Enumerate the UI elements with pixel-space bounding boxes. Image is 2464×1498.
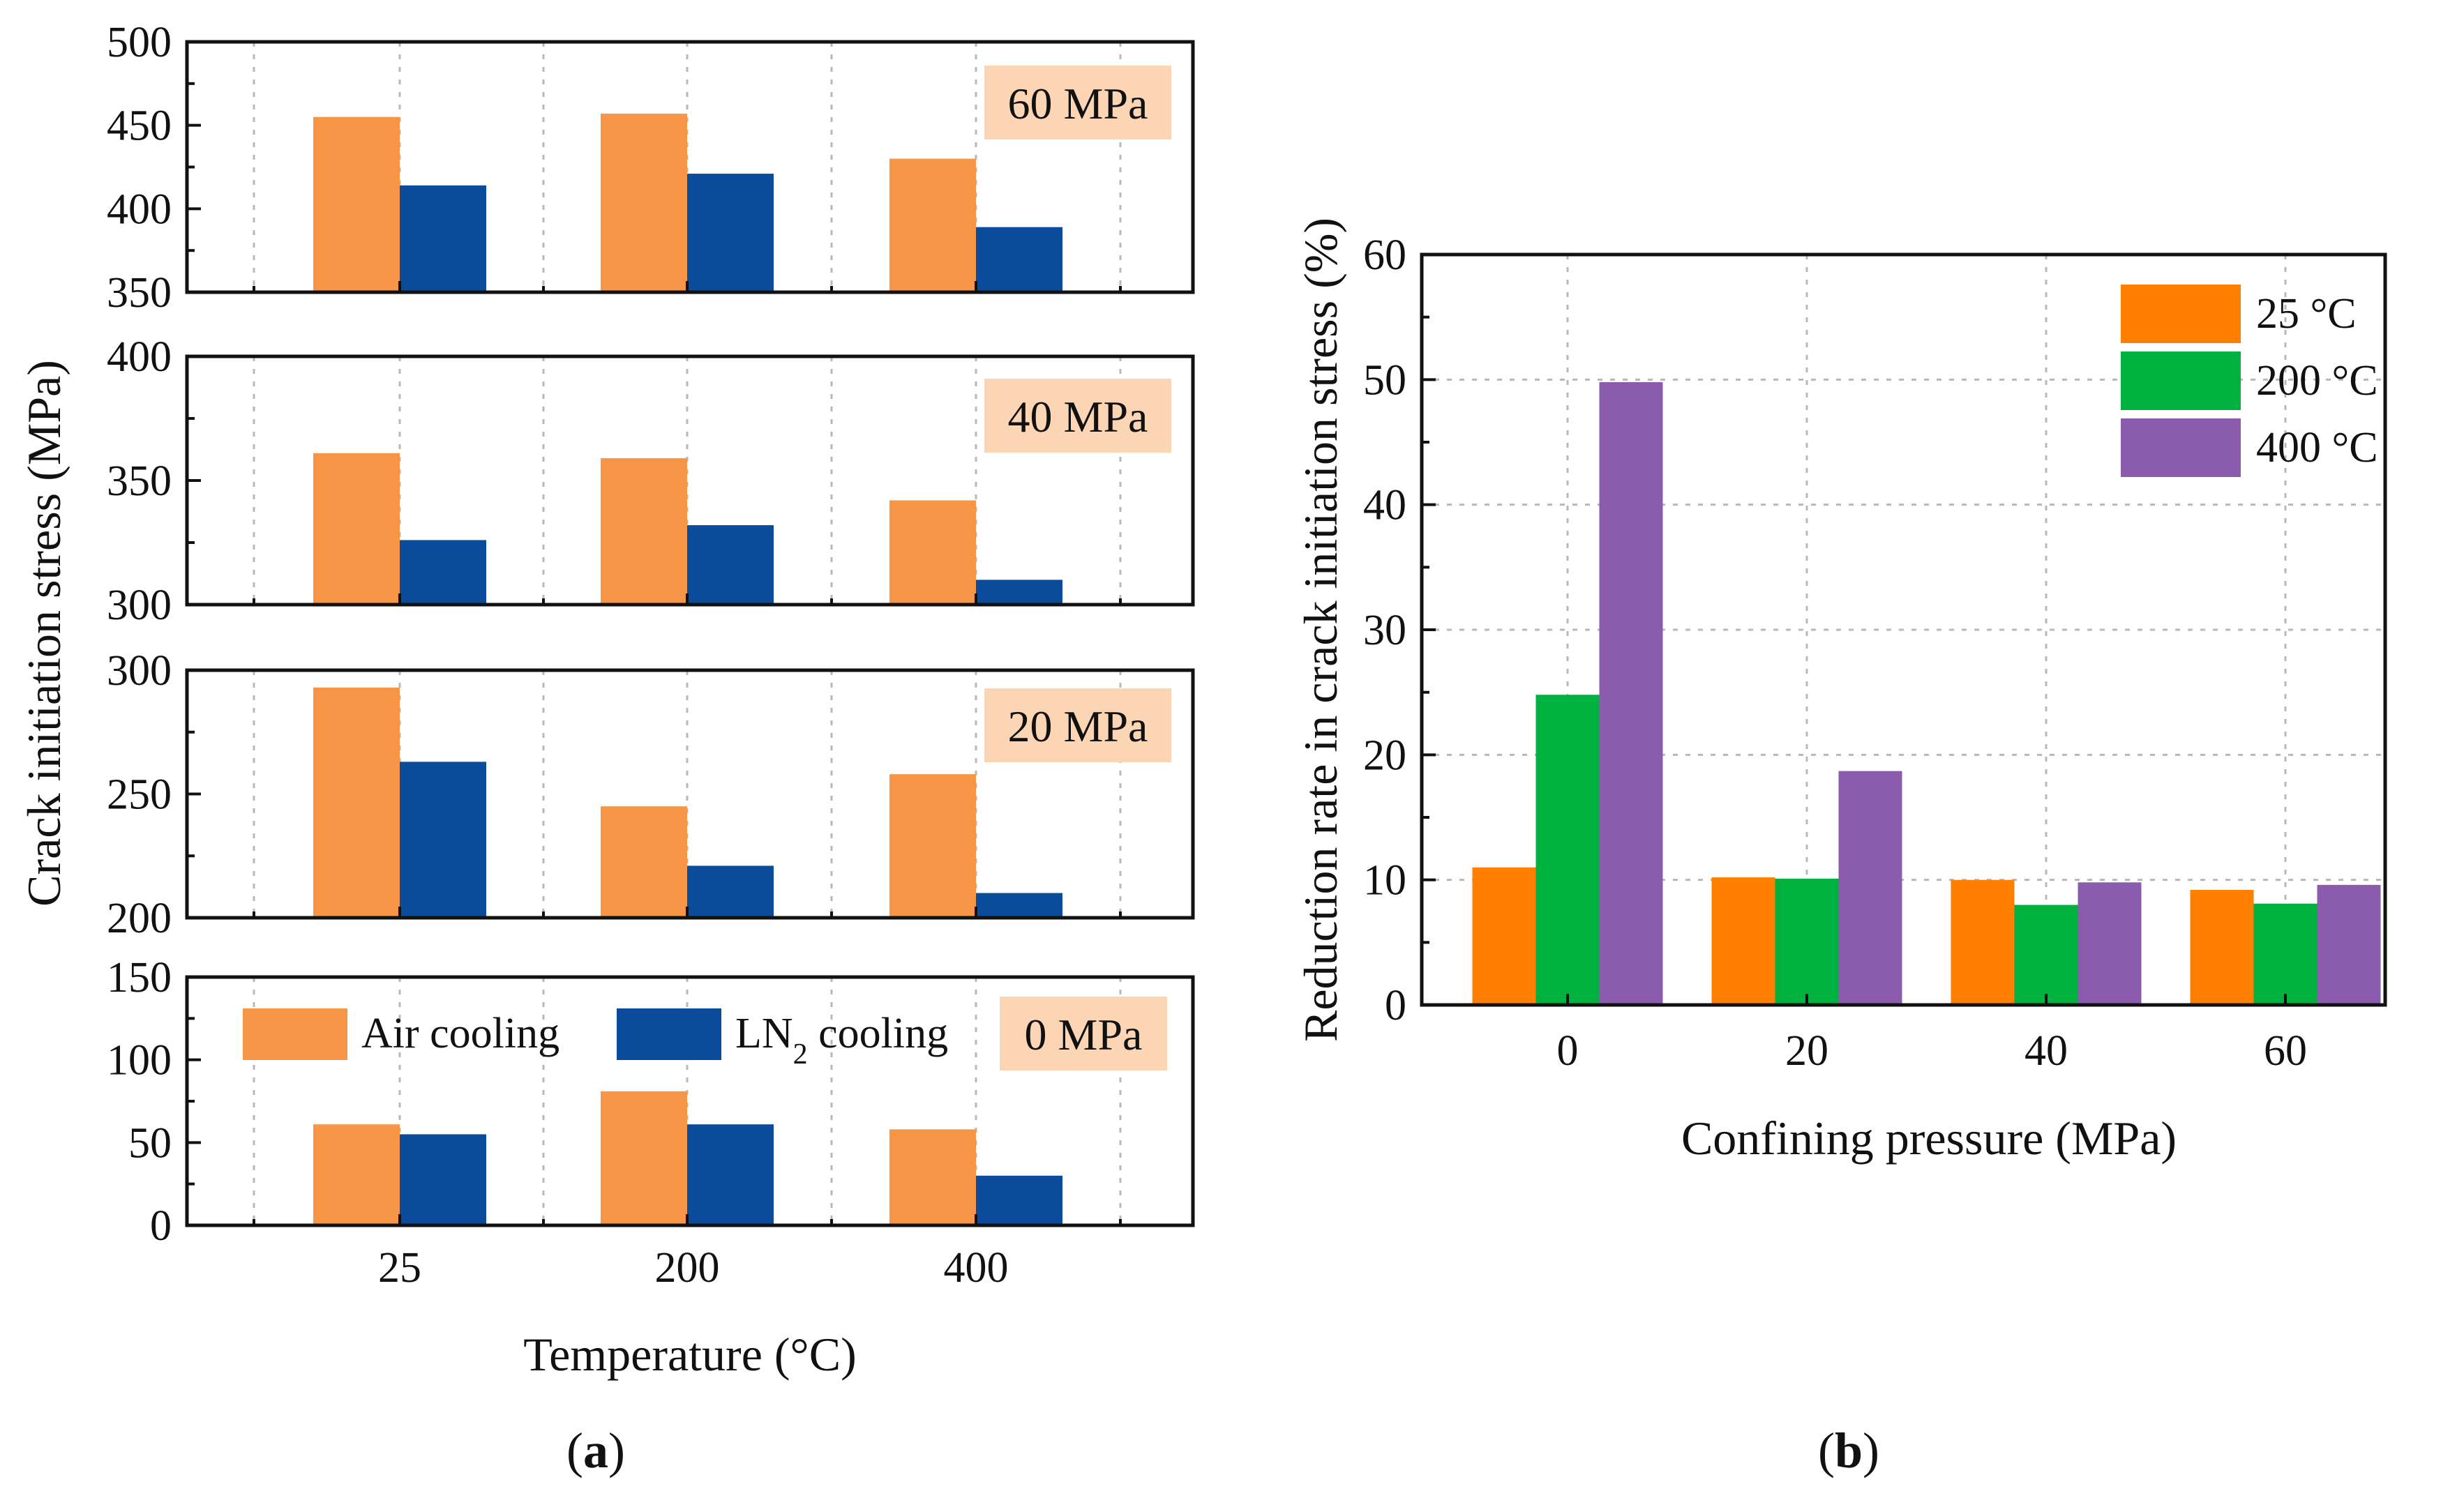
bar-200c <box>1775 878 1839 1005</box>
bar-air-cooling <box>601 457 687 605</box>
x-tick-label: 20 <box>1785 1027 1828 1075</box>
bar-25c <box>2190 890 2254 1005</box>
legend-label-ln2-cooling: LN2 cooling <box>735 1010 948 1070</box>
y-tick-label: 150 <box>107 954 172 1001</box>
y-tick-label: 100 <box>107 1037 172 1084</box>
x-tick-label: 0 <box>1557 1027 1579 1075</box>
x-tick-label: 200 <box>655 1244 720 1292</box>
x-tick-label: 25 <box>378 1244 421 1292</box>
y-tick-label: 200 <box>107 895 172 942</box>
y-tick-label: 450 <box>107 103 172 150</box>
y-tick-label: 30 <box>1363 607 1406 654</box>
bar-25c <box>1472 867 1536 1005</box>
x-tick-label: 60 <box>2264 1027 2307 1075</box>
legend-a: Air cooling LN2 cooling <box>243 1008 948 1070</box>
bar-ln2-cooling <box>400 540 486 605</box>
panel-label-badge <box>984 688 1171 762</box>
bar-400c <box>1838 771 1902 1005</box>
panel-2: 300 350 400 40 MPa <box>107 333 1195 629</box>
y-tick-label: 50 <box>1363 356 1406 404</box>
panel-label: 0 MPa <box>1025 1010 1143 1059</box>
bar-25c <box>1951 879 2015 1005</box>
legend-swatch-200c <box>2121 351 2241 410</box>
panel-1: 350 400 450 500 60 MPa <box>107 19 1195 317</box>
bar-400c <box>2078 882 2142 1005</box>
y-tick-label: 20 <box>1363 732 1406 779</box>
bar-air-cooling <box>889 500 976 605</box>
bar-air-cooling <box>313 453 400 605</box>
chart-b: 0 10 20 30 40 50 60 0 20 40 60 25 °C 200 °C 400 °C Con… <box>1294 218 2387 1165</box>
panel-label: 60 MPa <box>1008 79 1148 128</box>
legend-swatch-air-cooling <box>243 1008 347 1060</box>
x-tick-label: 40 <box>2024 1027 2068 1075</box>
bar-air-cooling <box>889 158 976 292</box>
y-tick-label: 350 <box>107 457 172 505</box>
bar-ln2-cooling <box>687 865 774 918</box>
legend-label-400c: 400 °C <box>2256 424 2378 471</box>
y-tick-label: 0 <box>150 1202 172 1250</box>
legend-swatch-ln2-cooling <box>617 1008 721 1060</box>
y-tick-label: 500 <box>107 19 172 66</box>
caption-a: (a) <box>566 1423 625 1478</box>
bar-air-cooling <box>889 774 976 918</box>
bar-air-cooling <box>601 113 687 292</box>
panel-label: 40 MPa <box>1008 392 1148 441</box>
y-tick-label: 60 <box>1363 232 1406 279</box>
y-tick-label: 0 <box>1385 982 1406 1029</box>
bar-200c <box>2014 905 2078 1005</box>
y-tick-label: 10 <box>1363 857 1406 905</box>
panel-label-badge <box>984 66 1171 139</box>
panel-label-badge <box>984 379 1171 453</box>
legend-label-25c: 25 °C <box>2256 290 2357 338</box>
legend-swatch-400c <box>2121 418 2241 477</box>
bar-air-cooling <box>601 806 687 918</box>
legend-b: 25 °C 200 °C 400 °C <box>2121 285 2378 477</box>
caption-b: (b) <box>1818 1423 1879 1478</box>
bar-air-cooling <box>313 687 400 918</box>
legend-swatch-25c <box>2121 285 2241 343</box>
y-tick-label: 300 <box>107 582 172 629</box>
legend-label-air-cooling: Air cooling <box>361 1010 559 1057</box>
bar-air-cooling <box>313 1124 400 1225</box>
bar-ln2-cooling <box>687 525 774 605</box>
y-axis-title: Crack initiation stress (MPa) <box>17 360 70 907</box>
bar-ln2-cooling <box>687 174 774 292</box>
bar-ln2-cooling <box>976 1175 1062 1225</box>
y-tick-label: 400 <box>107 186 172 233</box>
bar-air-cooling <box>889 1129 976 1225</box>
x-axis-title: Confining pressure (MPa) <box>1681 1112 2177 1165</box>
bar-air-cooling <box>313 116 400 292</box>
y-axis-title: Reduction rate in crack initiation stres… <box>1294 218 1347 1042</box>
bar-25c <box>1711 877 1775 1005</box>
y-tick-label: 400 <box>107 333 172 381</box>
y-tick-label: 250 <box>107 771 172 819</box>
bar-air-cooling <box>601 1091 687 1225</box>
y-tick-label: 350 <box>107 269 172 317</box>
bar-400c <box>1599 381 1663 1005</box>
panel-label-badge <box>1000 997 1167 1070</box>
legend-label-200c: 200 °C <box>2256 357 2378 404</box>
bar-ln2-cooling <box>400 1134 486 1225</box>
bar-ln2-cooling <box>400 185 486 292</box>
bar-400c <box>2317 884 2381 1005</box>
x-tick-label: 400 <box>944 1244 1009 1292</box>
y-tick-label: 40 <box>1363 482 1406 529</box>
bar-200c <box>2253 903 2317 1005</box>
y-tick-label: 50 <box>128 1119 172 1167</box>
panel-label: 20 MPa <box>1008 702 1148 751</box>
panel-3: 200 250 300 20 MPa <box>107 647 1195 942</box>
bar-200c <box>1535 695 1600 1005</box>
bar-ln2-cooling <box>976 227 1062 292</box>
bar-ln2-cooling <box>687 1124 774 1225</box>
panel-4: 0 50 100 150 0 MPa <box>107 954 1195 1250</box>
x-axis-title: Temperature (°C) <box>523 1328 856 1381</box>
bar-ln2-cooling <box>976 580 1062 605</box>
bar-ln2-cooling <box>976 893 1062 918</box>
bar-ln2-cooling <box>400 762 486 918</box>
y-tick-label: 300 <box>107 647 172 695</box>
